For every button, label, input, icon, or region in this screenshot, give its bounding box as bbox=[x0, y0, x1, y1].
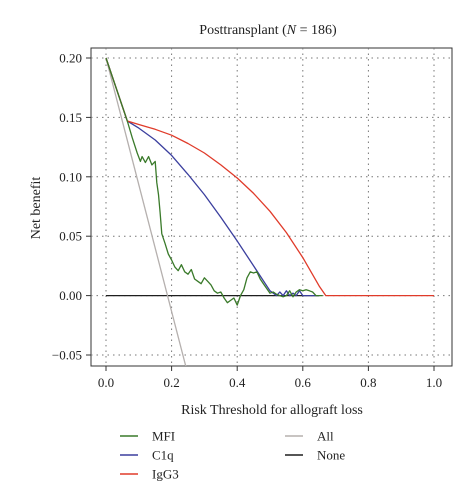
x-tick-label-0: 0.0 bbox=[98, 375, 114, 390]
x-tick-label-3: 0.6 bbox=[295, 375, 312, 390]
title-suffix: = 186) bbox=[296, 23, 337, 38]
legend-label-all: All bbox=[317, 429, 334, 444]
series-line-all bbox=[105, 57, 187, 366]
plot-frame bbox=[90, 47, 453, 367]
y-tick-label-4: 0.15 bbox=[59, 110, 82, 125]
legend-label-mfi: MFI bbox=[152, 429, 175, 444]
x-tick-label-4: 0.8 bbox=[360, 375, 376, 390]
title-prefix: Posttransplant ( bbox=[199, 23, 287, 38]
x-tick-label-1: 0.2 bbox=[163, 375, 179, 390]
series-lines bbox=[105, 57, 434, 366]
x-tick-label-2: 0.4 bbox=[229, 375, 246, 390]
legend: MFI C1q IgG3 All None bbox=[120, 429, 345, 482]
x-tick-label-5: 1.0 bbox=[426, 375, 442, 390]
series-line-igg3 bbox=[105, 57, 434, 297]
x-axis-label: Risk Threshold for allograft loss bbox=[181, 403, 363, 418]
y-tick-label-0: −0.05 bbox=[52, 348, 82, 363]
y-axis-label: Net benefit bbox=[29, 177, 44, 240]
chart-title: Posttransplant (N = 186) bbox=[199, 23, 337, 38]
x-axis-ticks: 0.0 0.2 0.4 0.6 0.8 1.0 bbox=[98, 366, 442, 390]
legend-label-igg3: IgG3 bbox=[152, 467, 179, 482]
y-tick-label-5: 0.20 bbox=[59, 51, 82, 66]
y-axis-ticks: −0.05 0.00 0.05 0.10 0.15 0.20 bbox=[52, 51, 91, 363]
series-line-c1q bbox=[105, 57, 320, 297]
legend-label-none: None bbox=[317, 448, 345, 463]
plot-border bbox=[90, 47, 453, 367]
y-tick-label-3: 0.10 bbox=[59, 169, 82, 184]
title-variable: N bbox=[286, 23, 297, 38]
y-tick-label-2: 0.05 bbox=[59, 229, 82, 244]
series-line-mfi bbox=[105, 57, 323, 306]
legend-label-c1q: C1q bbox=[152, 448, 174, 463]
y-tick-label-1: 0.00 bbox=[59, 288, 82, 303]
